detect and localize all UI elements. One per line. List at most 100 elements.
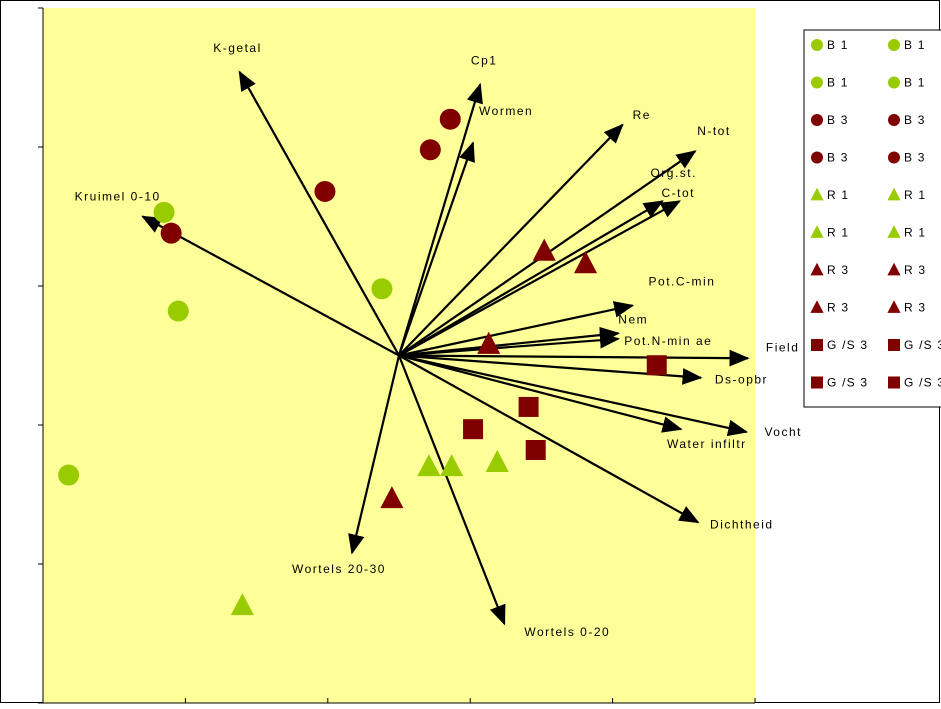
legend-entry-label: B 1 <box>904 76 926 90</box>
legend-entry-label: R 3 <box>904 263 926 277</box>
legend-marker <box>888 114 900 126</box>
data-point <box>160 222 182 244</box>
legend-entry-label: R 1 <box>904 226 926 240</box>
arrow-label: Vocht <box>764 425 802 439</box>
legend-marker <box>888 76 900 89</box>
data-point <box>58 464 80 486</box>
arrow-label: Ds-opbr <box>715 373 768 387</box>
legend-marker <box>811 376 823 389</box>
legend-marker <box>810 300 824 313</box>
data-point <box>573 251 598 274</box>
loading-arrow <box>397 82 483 356</box>
legend-entry-label: R 1 <box>904 188 926 202</box>
legend-marker <box>811 151 823 164</box>
arrow-label: Pot.C-min <box>649 274 716 288</box>
legend-marker <box>811 39 823 51</box>
data-point <box>440 454 464 477</box>
arrow-label: C-tot <box>662 186 696 200</box>
legend-marker <box>888 39 900 51</box>
arrow-labels: K-getal Cp1 Wormen Re N-tot Org.st. C-tot Kruim… <box>75 41 832 639</box>
data-point <box>518 396 539 417</box>
data-point <box>380 486 404 509</box>
data-point <box>417 454 441 477</box>
arrow-label: Water infiltr <box>667 437 747 451</box>
loading-arrow <box>398 349 750 367</box>
data-point <box>485 449 509 472</box>
data-points <box>58 108 667 616</box>
loading-arrow <box>397 355 506 626</box>
loading-arrow <box>348 355 401 555</box>
arrow-label: Wortels 0-20 <box>524 625 610 639</box>
legend-marker <box>887 300 901 313</box>
legend-entry-label: G /S 3 <box>904 338 941 352</box>
data-point <box>477 331 501 354</box>
data-point <box>230 593 254 616</box>
legend-marker <box>811 76 823 89</box>
loading-arrow <box>398 354 683 433</box>
loading-arrow <box>398 331 620 357</box>
legend-entry-label: B 1 <box>904 38 926 52</box>
loading-arrow <box>238 70 400 357</box>
loading-arrow <box>398 200 664 357</box>
legend-entry-label: G /S 3 <box>904 376 941 390</box>
data-point <box>371 278 393 300</box>
data-point <box>646 355 667 376</box>
arrow-label: N-tot <box>697 124 731 138</box>
legend-marker <box>810 225 824 238</box>
data-point <box>463 419 484 440</box>
legend-marker <box>810 187 824 201</box>
arrow-label: Kruimel 0-10 <box>75 190 161 204</box>
loading-arrows <box>141 70 750 626</box>
legend-marker <box>811 339 823 351</box>
loading-arrow <box>398 200 681 357</box>
legend-marker <box>810 262 824 276</box>
legend-entry-label: B 3 <box>827 151 849 165</box>
loading-arrow <box>398 123 624 357</box>
loading-arrow <box>398 354 700 524</box>
legend-entry-label: R 3 <box>827 301 849 315</box>
data-point <box>314 180 336 202</box>
arrow-label: Org.st. <box>650 166 697 180</box>
data-point <box>167 300 189 322</box>
loading-arrow <box>398 354 749 437</box>
data-point <box>439 108 461 130</box>
data-point <box>525 440 546 461</box>
loading-arrow <box>398 301 635 357</box>
legend-marker <box>888 376 900 389</box>
loading-arrow <box>397 141 475 356</box>
legend-marker <box>811 114 823 126</box>
arrow-label: Nem <box>618 312 648 326</box>
data-point <box>153 201 175 223</box>
legend-entry-label: R 1 <box>827 188 849 202</box>
legend-marker <box>887 225 901 238</box>
arrow-label: Re <box>633 108 651 122</box>
arrow-label: Dichtheid <box>710 517 774 531</box>
arrow-label: Cp1 <box>471 53 498 67</box>
legend-entry-label: B 1 <box>827 38 849 52</box>
loading-arrow <box>141 215 400 357</box>
legend-marker <box>888 151 900 164</box>
arrow-label: Wormen <box>479 104 533 118</box>
legend-entry-label: G /S 3 <box>827 376 868 390</box>
arrow-label: Wortels 20-30 <box>292 562 386 576</box>
legend-marker <box>887 262 901 276</box>
legend-entry-label: B 3 <box>904 113 926 127</box>
data-point <box>419 139 441 161</box>
axes <box>38 7 756 704</box>
legend: B 1 B 1 B 1 B 1 B 3 B 3 B 3 B 3 R 1 R 1 R 1 R 1 R 3 R… <box>803 29 941 408</box>
legend-entry-label: B 1 <box>827 76 849 90</box>
legend-entry-label: G /S 3 <box>827 338 868 352</box>
arrow-label: K-getal <box>213 41 262 55</box>
legend-entry-label: R 3 <box>904 301 926 315</box>
legend-entry-label: R 1 <box>827 226 849 240</box>
legend-entry-label: B 3 <box>904 151 926 165</box>
arrow-label: Pot.N-min ae <box>624 334 712 348</box>
legend-entry-label: B 3 <box>827 113 849 127</box>
legend-marker <box>887 187 901 201</box>
legend-box <box>803 29 941 408</box>
data-point <box>532 238 556 261</box>
legend-entry-label: R 3 <box>827 263 849 277</box>
legend-marker <box>888 339 900 351</box>
